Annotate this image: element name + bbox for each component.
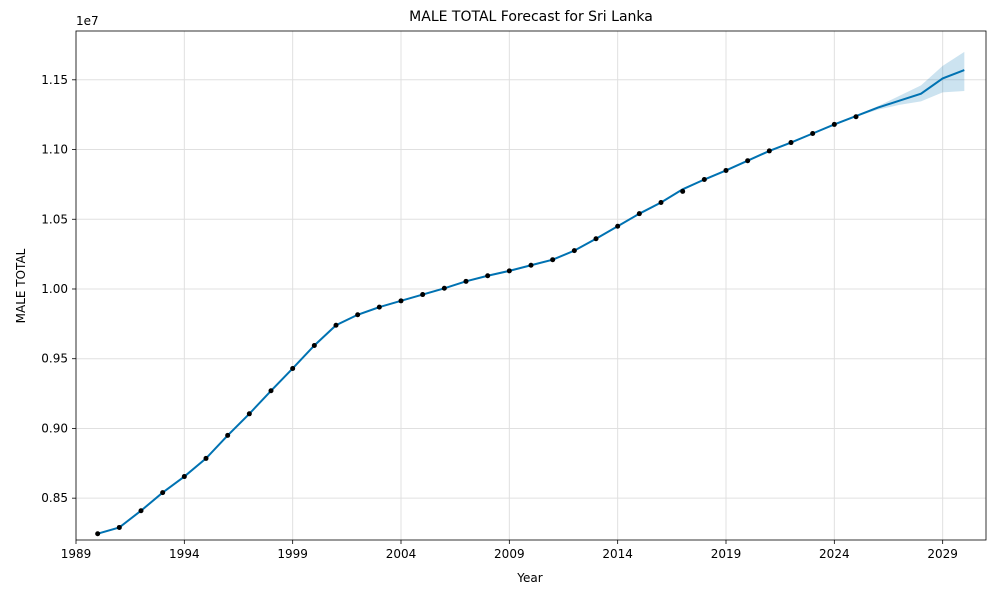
x-tick-label: 2014 [602, 547, 633, 561]
tick-layer: 1989 1994 1999 2004 2009 2014 2019 2024 2029 0.85… [41, 73, 958, 561]
observed-points-layer [95, 114, 859, 537]
observed-point [766, 148, 772, 154]
observed-point [225, 432, 231, 438]
observed-point [333, 322, 339, 328]
observed-point [506, 268, 512, 274]
observed-point [658, 200, 664, 206]
observed-point [571, 248, 577, 254]
observed-point [723, 167, 729, 173]
observed-point [463, 278, 469, 284]
x-tick-label: 2024 [819, 547, 850, 561]
observed-point [398, 298, 404, 304]
x-tick-label: 2004 [386, 547, 417, 561]
observed-point [810, 131, 816, 136]
y-tick-label: 0.90 [41, 421, 68, 435]
observed-point [853, 114, 859, 120]
x-axis-label: Year [516, 571, 542, 585]
observed-point [615, 223, 621, 229]
observed-point [420, 292, 426, 298]
observed-point [528, 262, 534, 268]
observed-point [246, 411, 252, 417]
observed-point [441, 285, 447, 291]
observed-point [788, 140, 794, 146]
y-tick-label: 0.95 [41, 352, 68, 366]
observed-point [376, 304, 382, 310]
x-tick-label: 2019 [711, 547, 742, 561]
x-tick-label: 1999 [277, 547, 308, 561]
observed-point [116, 524, 122, 530]
y-tick-label: 1.15 [41, 73, 68, 87]
observed-point [95, 531, 101, 537]
observed-point [636, 211, 642, 217]
observed-point [311, 342, 317, 348]
y-tick-label: 0.85 [41, 491, 68, 505]
observed-point [355, 312, 361, 318]
axis-layer [75, 30, 987, 541]
x-tick-label: 1989 [61, 547, 92, 561]
chart-title: MALE TOTAL Forecast for Sri Lanka [409, 9, 653, 25]
observed-point [831, 121, 837, 127]
y-tick-label: 1.05 [41, 212, 68, 226]
y-tick-label: 1.10 [41, 143, 68, 157]
grid-layer [75, 31, 986, 540]
observed-point [701, 177, 707, 183]
y-axis-offset-text: 1e7 [76, 14, 99, 28]
observed-point [680, 188, 686, 194]
observed-point [745, 158, 751, 164]
observed-point [593, 236, 599, 242]
observed-point [550, 257, 556, 263]
plot-frame [75, 30, 987, 541]
observed-point [290, 365, 296, 371]
observed-point [160, 490, 166, 496]
y-axis-label: MALE TOTAL [14, 248, 28, 323]
observed-point [268, 388, 274, 394]
y-tick-label: 1.00 [41, 282, 68, 296]
x-tick-label: 2029 [927, 547, 958, 561]
observed-point [181, 474, 187, 480]
observed-point [485, 273, 491, 279]
observed-point [138, 508, 144, 514]
x-tick-label: 1994 [169, 547, 200, 561]
observed-point [203, 455, 209, 461]
x-tick-label: 2009 [494, 547, 525, 561]
